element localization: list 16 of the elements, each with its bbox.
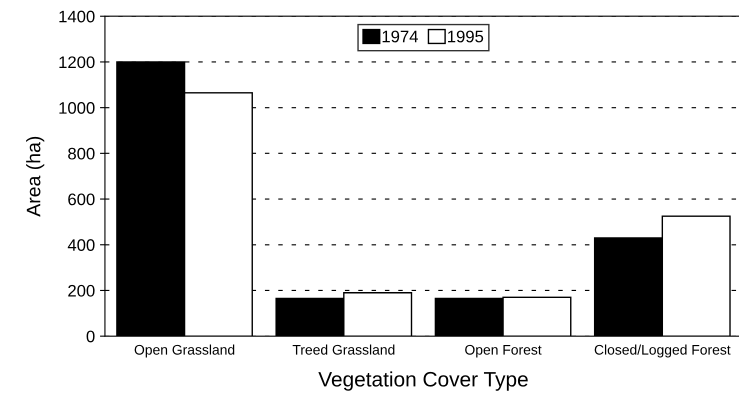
x-axis-title: Vegetation Cover Type (318, 371, 528, 391)
x-tick-label: Open Grassland (134, 344, 234, 358)
y-tick-label: 600 (68, 193, 95, 206)
y-axis-title: Area (ha) (26, 136, 44, 217)
y-tick-label: 1400 (59, 10, 95, 22)
y-tick-label: 400 (68, 239, 95, 251)
y-tick-label: 1200 (59, 56, 95, 68)
y-tick-label: 0 (86, 330, 95, 342)
y-tick-label: 200 (68, 284, 95, 297)
x-tick-label: Open Forest (465, 344, 542, 358)
legend-label: 1995 (448, 30, 484, 42)
x-tick-label: Treed Grassland (292, 344, 394, 355)
y-tick-label: 1000 (59, 102, 95, 114)
y-tick-label: 800 (68, 148, 95, 160)
legend-label: 1974 (382, 30, 418, 42)
x-tick-label: Closed/Logged Forest (594, 344, 731, 358)
